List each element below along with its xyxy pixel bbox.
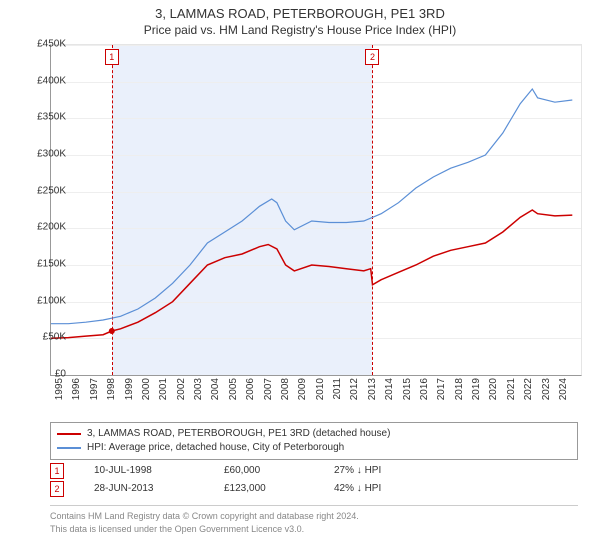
legend-swatch: [57, 447, 81, 449]
series-line-hpi: [51, 89, 572, 324]
event-price: £123,000: [224, 480, 304, 498]
x-axis-label: 2023: [541, 378, 552, 408]
x-axis-label: 2011: [332, 378, 343, 408]
event-point-icon: [109, 328, 115, 334]
line-chart-svg: [51, 45, 581, 375]
y-axis-label: £300K: [26, 149, 66, 160]
legend-label: 3, LAMMAS ROAD, PETERBOROUGH, PE1 3RD (d…: [87, 427, 390, 441]
x-axis-label: 2006: [245, 378, 256, 408]
event-price: £60,000: [224, 462, 304, 480]
event-date: 10-JUL-1998: [94, 462, 194, 480]
footer-line: This data is licensed under the Open Gov…: [50, 523, 578, 536]
x-axis-label: 2009: [297, 378, 308, 408]
footer-line: Contains HM Land Registry data © Crown c…: [50, 510, 578, 523]
y-axis-label: £200K: [26, 222, 66, 233]
x-axis-label: 2000: [141, 378, 152, 408]
series-line-price_paid: [51, 210, 572, 338]
x-axis-label: 1995: [54, 378, 65, 408]
y-axis-label: £50K: [26, 332, 66, 343]
legend-item: 3, LAMMAS ROAD, PETERBOROUGH, PE1 3RD (d…: [57, 427, 571, 441]
event-marker-icon: 1: [50, 463, 64, 479]
x-axis-label: 2010: [315, 378, 326, 408]
x-axis-label: 2017: [436, 378, 447, 408]
x-axis-label: 2001: [158, 378, 169, 408]
y-axis-label: £350K: [26, 112, 66, 123]
x-axis-label: 2022: [523, 378, 534, 408]
plot-area: 12: [50, 44, 582, 376]
x-axis-label: 2004: [210, 378, 221, 408]
legend-label: HPI: Average price, detached house, City…: [87, 441, 344, 455]
x-axis-label: 1996: [71, 378, 82, 408]
y-axis-label: £150K: [26, 259, 66, 270]
x-axis-label: 2021: [506, 378, 517, 408]
legend: 3, LAMMAS ROAD, PETERBOROUGH, PE1 3RD (d…: [50, 422, 578, 460]
x-axis-label: 2024: [558, 378, 569, 408]
event-marker-icon: 2: [50, 481, 64, 497]
footer: Contains HM Land Registry data © Crown c…: [50, 505, 578, 535]
y-axis-label: £450K: [26, 39, 66, 50]
y-axis-label: £100K: [26, 295, 66, 306]
x-axis-label: 2007: [263, 378, 274, 408]
event-marker-icon: 2: [365, 49, 379, 65]
x-axis-label: 2014: [384, 378, 395, 408]
y-axis-label: £250K: [26, 185, 66, 196]
y-axis-label: £400K: [26, 75, 66, 86]
x-axis-label: 2019: [471, 378, 482, 408]
event-table: 1 10-JUL-1998 £60,000 27% ↓ HPI 2 28-JUN…: [50, 462, 578, 498]
event-delta: 27% ↓ HPI: [334, 462, 454, 480]
event-delta: 42% ↓ HPI: [334, 480, 454, 498]
x-axis-label: 2016: [419, 378, 430, 408]
x-axis-label: 2012: [349, 378, 360, 408]
x-axis-label: 2002: [176, 378, 187, 408]
chart-title: 3, LAMMAS ROAD, PETERBOROUGH, PE1 3RD: [0, 0, 600, 23]
x-axis-label: 2015: [402, 378, 413, 408]
x-axis-label: 2003: [193, 378, 204, 408]
x-axis-label: 2018: [454, 378, 465, 408]
chart-subtitle: Price paid vs. HM Land Registry's House …: [0, 23, 600, 41]
x-axis-label: 2020: [488, 378, 499, 408]
legend-swatch: [57, 433, 81, 435]
event-date: 28-JUN-2013: [94, 480, 194, 498]
x-axis-label: 1998: [106, 378, 117, 408]
event-row: 1 10-JUL-1998 £60,000 27% ↓ HPI: [50, 462, 578, 480]
chart-container: 3, LAMMAS ROAD, PETERBOROUGH, PE1 3RD Pr…: [0, 0, 600, 560]
legend-item: HPI: Average price, detached house, City…: [57, 441, 571, 455]
x-axis-label: 2005: [228, 378, 239, 408]
x-axis-label: 1999: [124, 378, 135, 408]
x-axis-label: 2013: [367, 378, 378, 408]
x-axis-label: 1997: [89, 378, 100, 408]
x-axis-label: 2008: [280, 378, 291, 408]
event-marker-icon: 1: [105, 49, 119, 65]
event-row: 2 28-JUN-2013 £123,000 42% ↓ HPI: [50, 480, 578, 498]
